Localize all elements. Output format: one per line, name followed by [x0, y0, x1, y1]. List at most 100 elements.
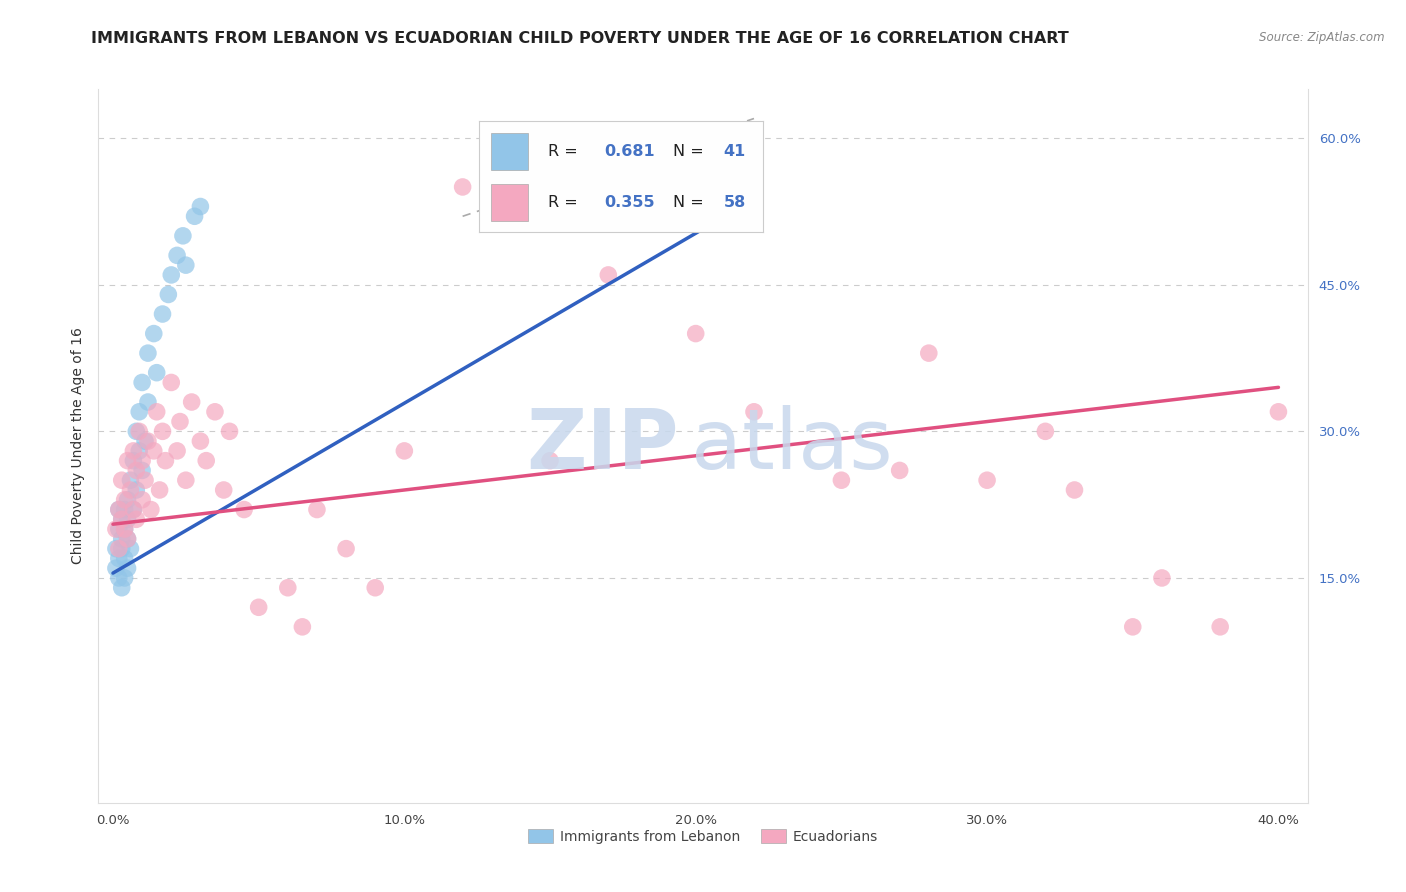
Point	[108, 551, 131, 566]
Point	[117, 532, 139, 546]
Point	[218, 425, 240, 439]
Point	[136, 395, 159, 409]
Point	[976, 473, 998, 487]
Point	[598, 268, 620, 282]
Point	[152, 425, 174, 439]
Point	[120, 473, 142, 487]
Point	[394, 443, 416, 458]
Point	[104, 561, 127, 575]
Point	[134, 473, 156, 487]
Point	[108, 522, 131, 536]
Point	[152, 307, 174, 321]
Point	[685, 326, 707, 341]
Point	[111, 541, 134, 556]
Point	[114, 522, 136, 536]
Point	[451, 180, 474, 194]
Point	[125, 483, 148, 497]
Point	[117, 453, 139, 467]
Point	[104, 522, 127, 536]
Point	[742, 405, 765, 419]
Point	[172, 228, 194, 243]
Point	[291, 620, 314, 634]
Point	[120, 541, 142, 556]
Point	[183, 209, 205, 223]
Point	[122, 502, 145, 516]
Point	[166, 443, 188, 458]
Text: IMMIGRANTS FROM LEBANON VS ECUADORIAN CHILD POVERTY UNDER THE AGE OF 16 CORRELAT: IMMIGRANTS FROM LEBANON VS ECUADORIAN CH…	[91, 31, 1069, 46]
Point	[125, 425, 148, 439]
Point	[918, 346, 941, 360]
Point	[335, 541, 357, 556]
Point	[131, 492, 153, 507]
Point	[364, 581, 387, 595]
Point	[142, 443, 165, 458]
Point	[117, 532, 139, 546]
Y-axis label: Child Poverty Under the Age of 16: Child Poverty Under the Age of 16	[70, 327, 84, 565]
Point	[111, 512, 134, 526]
Point	[174, 258, 197, 272]
Text: ZIP: ZIP	[526, 406, 679, 486]
Point	[1033, 425, 1056, 439]
Point	[160, 376, 183, 390]
Point	[114, 502, 136, 516]
Point	[160, 268, 183, 282]
Point	[157, 287, 180, 301]
Point	[169, 415, 191, 429]
Point	[174, 473, 197, 487]
Point	[212, 483, 235, 497]
Point	[114, 571, 136, 585]
Point	[122, 502, 145, 516]
Point	[247, 600, 270, 615]
Point	[117, 492, 139, 507]
Point	[117, 512, 139, 526]
Point	[136, 434, 159, 449]
Point	[180, 395, 202, 409]
Point	[155, 453, 177, 467]
Point	[204, 405, 226, 419]
Point	[128, 425, 150, 439]
Point	[149, 483, 172, 497]
Point	[120, 483, 142, 497]
Point	[889, 463, 911, 477]
Point	[114, 492, 136, 507]
Point	[117, 561, 139, 575]
Point	[538, 453, 561, 467]
Point	[131, 453, 153, 467]
Point	[142, 326, 165, 341]
Point	[830, 473, 852, 487]
Point	[104, 541, 127, 556]
Point	[166, 248, 188, 262]
Point	[136, 346, 159, 360]
Point	[111, 473, 134, 487]
Point	[305, 502, 328, 516]
Point	[111, 581, 134, 595]
Point	[108, 571, 131, 585]
Point	[1150, 571, 1173, 585]
Point	[190, 434, 212, 449]
Point	[131, 376, 153, 390]
Point	[122, 453, 145, 467]
Point	[190, 200, 212, 214]
Point	[145, 405, 167, 419]
Point	[114, 522, 136, 536]
Point	[111, 512, 134, 526]
Point	[108, 502, 131, 516]
Point	[145, 366, 167, 380]
Point	[134, 434, 156, 449]
Point	[128, 443, 150, 458]
Point	[1122, 620, 1144, 634]
Point	[108, 502, 131, 516]
Point	[108, 541, 131, 556]
Point	[125, 463, 148, 477]
Point	[1209, 620, 1232, 634]
Point	[114, 551, 136, 566]
Legend: Immigrants from Lebanon, Ecuadorians: Immigrants from Lebanon, Ecuadorians	[523, 823, 883, 849]
Point	[111, 532, 134, 546]
Point	[1267, 405, 1289, 419]
Point	[128, 405, 150, 419]
Point	[277, 581, 299, 595]
Text: atlas: atlas	[690, 406, 893, 486]
Text: Source: ZipAtlas.com: Source: ZipAtlas.com	[1260, 31, 1385, 45]
Point	[1063, 483, 1085, 497]
Point	[139, 502, 162, 516]
